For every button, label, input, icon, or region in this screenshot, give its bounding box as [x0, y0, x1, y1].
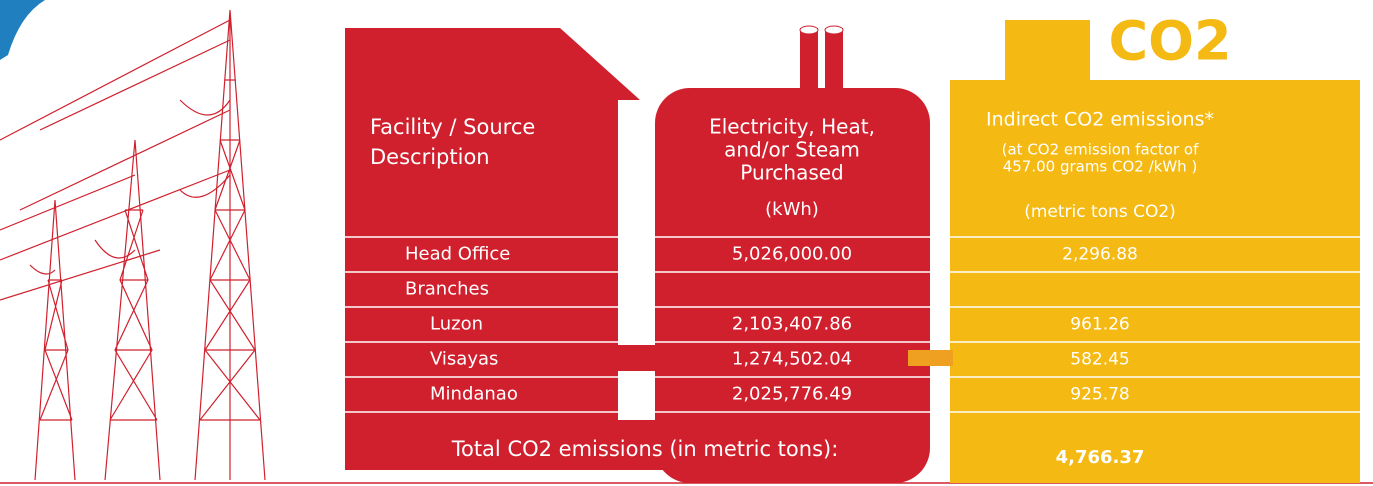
infographic: CO2 Facility / Source Description Electric…	[0, 0, 1373, 486]
row-label: Branches	[405, 279, 489, 300]
note: (at CO2 emission factor of	[1002, 141, 1199, 159]
row-label: Luzon	[430, 314, 483, 335]
unit: (kWh)	[765, 199, 819, 220]
pipe	[825, 28, 843, 98]
emissions-value: 961.26	[1070, 315, 1129, 335]
unit: (metric tons CO2)	[1024, 202, 1176, 222]
header: and/or Steam	[724, 138, 860, 162]
header: Description	[370, 145, 490, 169]
logo: CO2	[1108, 10, 1231, 73]
connector	[908, 350, 953, 366]
connector	[618, 345, 655, 371]
emissions-value: 925.78	[1070, 385, 1129, 405]
row-label: Head Office	[405, 244, 510, 265]
emissions-value: 2,296.88	[1062, 245, 1138, 265]
pipe-top	[825, 26, 843, 34]
row-label: Mindanao	[430, 384, 518, 405]
header: Electricity, Heat,	[709, 115, 875, 139]
header: Facility / Source	[370, 115, 535, 139]
tab	[1005, 20, 1090, 85]
total-value: 4,766.37	[1056, 447, 1145, 468]
header: Purchased	[740, 161, 844, 185]
energy-value: 2,025,776.49	[732, 384, 852, 405]
energy-value: 2,103,407.86	[732, 314, 852, 335]
pipe	[800, 28, 818, 98]
energy-value: 5,026,000.00	[732, 244, 852, 265]
pipe-top	[800, 26, 818, 34]
pylons	[0, 10, 265, 480]
energy-value: 1,274,502.04	[732, 349, 852, 370]
header: Indirect CO2 emissions*	[986, 109, 1214, 131]
page: CO2 Facility / Source Description Electric…	[0, 0, 1373, 486]
corner	[0, 0, 45, 60]
row-label: Visayas	[430, 349, 498, 370]
emissions-value: 582.45	[1070, 350, 1129, 370]
note: 457.00 grams CO2 /kWh )	[1003, 158, 1198, 176]
total-label: Total CO2 emissions (in metric tons):	[451, 437, 839, 461]
